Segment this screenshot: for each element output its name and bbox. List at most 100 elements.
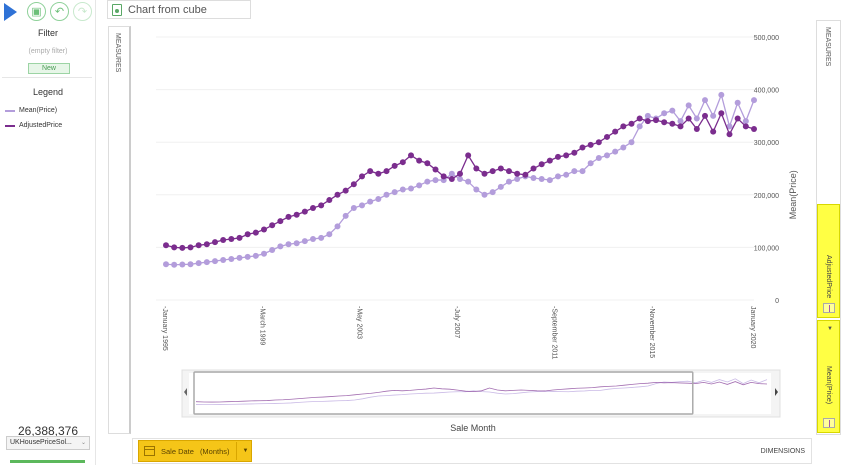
data-point — [350, 204, 357, 211]
measure-chip-adjusted-price[interactable]: AdjustedPrice — [817, 204, 840, 318]
data-point — [457, 170, 463, 177]
data-point — [203, 241, 210, 248]
data-point — [448, 176, 455, 183]
scroll-right-icon[interactable] — [775, 388, 778, 396]
data-point — [432, 177, 439, 184]
data-point — [448, 170, 455, 177]
dimensions-drop-zone[interactable]: DIMENSIONS — [132, 438, 812, 464]
data-point — [546, 177, 553, 184]
data-point — [661, 119, 668, 126]
data-point — [383, 168, 390, 175]
data-point — [661, 110, 668, 117]
data-point — [367, 198, 374, 205]
data-point — [612, 148, 619, 155]
measure-chip-label: AdjustedPrice — [825, 255, 832, 299]
x-tick-label: -March 1999 — [258, 306, 265, 345]
data-point — [350, 181, 357, 188]
legend-item-adjusted-price[interactable]: AdjustedPrice — [5, 122, 62, 129]
data-point — [408, 152, 414, 159]
chart-title-field[interactable]: Chart from cube — [107, 0, 251, 19]
data-point — [718, 91, 725, 98]
data-point — [465, 152, 472, 159]
data-point — [318, 234, 325, 241]
data-point — [187, 244, 194, 251]
data-point — [587, 160, 594, 167]
data-point — [489, 168, 496, 175]
data-point — [285, 213, 292, 220]
data-point — [440, 173, 447, 180]
data-point — [710, 112, 717, 119]
data-point — [252, 252, 259, 259]
data-point — [163, 242, 169, 249]
data-point — [310, 235, 316, 242]
data-point — [163, 261, 169, 268]
empty-filter-text: (empty filter) — [28, 48, 68, 55]
data-point — [261, 250, 267, 257]
data-point — [571, 168, 578, 175]
new-filter-button[interactable]: New — [28, 63, 70, 74]
data-point — [563, 152, 570, 159]
data-point — [179, 244, 186, 251]
data-point — [228, 255, 235, 262]
legend-item-mean-price[interactable]: Mean(Price) — [5, 107, 57, 114]
redo-icon[interactable]: ↷ — [73, 2, 92, 21]
y-tick-label: 300,000 — [754, 140, 779, 147]
data-point — [677, 118, 684, 125]
data-point — [342, 187, 349, 194]
data-point — [538, 161, 545, 168]
data-point — [604, 152, 610, 159]
chart-title: Chart from cube — [128, 3, 207, 16]
calendar-icon — [144, 446, 155, 456]
progress-bar — [10, 460, 85, 463]
legend-label: Mean(Price) — [19, 107, 58, 114]
dimension-field: Sale Date — [161, 446, 194, 456]
y-tick-label: 100,000 — [754, 245, 779, 252]
data-point — [693, 115, 700, 122]
overview-window-selector[interactable] — [193, 371, 694, 415]
overview-line — [195, 381, 768, 403]
y-tick-label: 400,000 — [754, 88, 779, 95]
data-point — [644, 112, 651, 119]
data-point — [628, 139, 635, 146]
scroll-left-icon[interactable] — [184, 388, 187, 396]
data-point — [653, 117, 659, 124]
dropdown-arrow-icon[interactable]: ▼ — [827, 326, 833, 332]
data-point — [228, 235, 235, 242]
divider — [2, 77, 92, 78]
measure-chip-mean-price[interactable]: ▼ Mean(Price) — [817, 320, 840, 433]
dimension-chip-sale-date[interactable]: Sale Date (Months) ▼ — [138, 440, 252, 462]
data-point — [497, 183, 504, 190]
dimension-level: (Months) — [199, 446, 230, 456]
data-point — [514, 170, 521, 177]
data-point — [391, 162, 398, 169]
data-point — [751, 126, 757, 133]
play-icon[interactable] — [4, 2, 17, 21]
overview-plot — [189, 373, 771, 414]
data-point — [293, 240, 300, 247]
data-point — [236, 254, 243, 261]
cube-select[interactable]: UKHousePriceSol... ⌄ — [6, 436, 90, 450]
data-point — [538, 176, 545, 183]
data-point — [620, 123, 627, 130]
data-point — [579, 144, 586, 151]
x-tick-label: -January 1995 — [161, 306, 168, 351]
data-point — [171, 244, 178, 251]
data-point — [318, 202, 325, 209]
data-point — [546, 157, 553, 164]
data-point — [220, 237, 227, 244]
data-point — [179, 261, 186, 268]
save-icon[interactable]: ▣ — [27, 2, 46, 21]
measures-drop-zone-left[interactable]: MEASURES — [108, 26, 131, 434]
data-point — [326, 231, 333, 238]
data-point — [628, 120, 635, 127]
dropdown-arrow-icon[interactable]: ▼ — [242, 448, 249, 454]
data-point — [399, 159, 406, 166]
data-point — [465, 178, 472, 185]
toolbar: ▣ ↶ ↷ — [4, 2, 92, 21]
data-point — [269, 247, 276, 254]
undo-icon[interactable]: ↶ — [50, 2, 69, 21]
data-point — [685, 102, 692, 109]
data-point — [359, 202, 365, 209]
filter-title: Filter — [38, 28, 58, 38]
data-point — [359, 173, 365, 180]
